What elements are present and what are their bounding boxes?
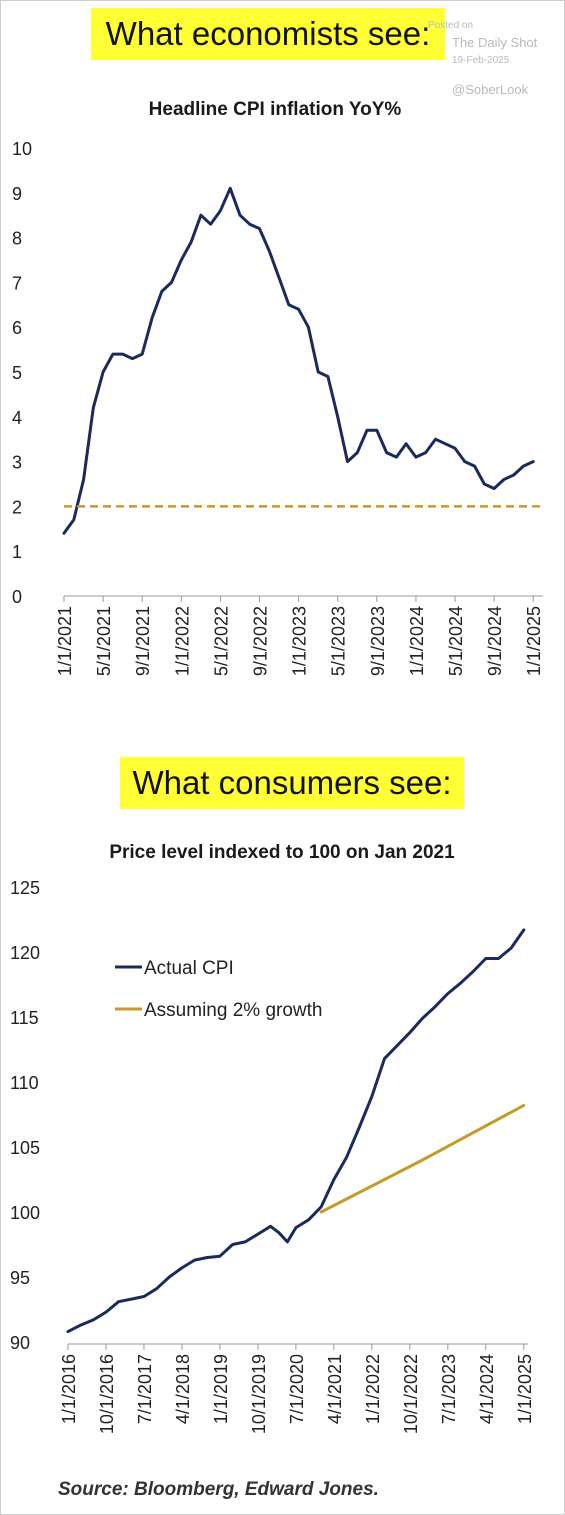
y-tick-label: 2 — [12, 497, 22, 517]
x-tick-label: 1/1/2019 — [211, 1354, 231, 1424]
y-tick-label: 10 — [12, 139, 32, 159]
x-tick-label: 1/1/2016 — [59, 1354, 79, 1424]
x-tick-label: 10/1/2022 — [401, 1354, 421, 1434]
y-tick-label: 5 — [12, 363, 22, 383]
y-tick-label: 120 — [10, 943, 40, 963]
consumers-banner: What consumers see: — [120, 757, 464, 809]
x-tick-label: 1/1/2021 — [55, 606, 75, 676]
y-tick-label: 110 — [10, 1073, 39, 1093]
cpi-yoy-chart: Headline CPI inflation YoY% 0 1 2 3 4 5 6 7 8 9 10… — [12, 99, 544, 676]
x-tick-label: 7/1/2017 — [135, 1354, 155, 1424]
x-tick-label: 9/1/2022 — [251, 606, 271, 676]
x-tick-label: 7/1/2020 — [287, 1354, 307, 1424]
economists-banner: What economists see: — [91, 8, 445, 60]
x-tick-label: 9/1/2021 — [133, 606, 153, 676]
y-tick-label: 8 — [12, 229, 22, 249]
legend-label: Actual CPI — [144, 958, 234, 979]
x-tick-label: 1/1/2023 — [290, 606, 310, 676]
watermark-posted: Posted on — [428, 20, 474, 31]
x-tick-label: 5/1/2021 — [94, 606, 114, 676]
y-tick-label: 4 — [12, 408, 22, 428]
y-tick-label: 90 — [10, 1333, 30, 1353]
x-tick-label: 1/1/2025 — [524, 606, 544, 676]
chart-title: Headline CPI inflation YoY% — [149, 99, 402, 120]
x-tick-label: 1/1/2025 — [515, 1354, 535, 1424]
legend-label: Assuming 2% growth — [144, 1000, 322, 1021]
x-tick-label: 1/1/2022 — [172, 606, 192, 676]
chart-title: Price level indexed to 100 on Jan 2021 — [109, 842, 455, 863]
x-tick-label: 5/1/2024 — [446, 606, 466, 676]
x-tick-label: 4/1/2024 — [477, 1354, 497, 1424]
x-tick-label: 1/1/2022 — [363, 1354, 383, 1424]
x-tick-label: 9/1/2024 — [485, 606, 505, 676]
y-tick-label: 105 — [10, 1138, 40, 1158]
watermark-handle: @SoberLook — [452, 82, 529, 97]
y-tick-label: 6 — [12, 318, 22, 338]
y-tick-label: 0 — [12, 587, 22, 607]
y-tick-label: 7 — [12, 273, 22, 293]
x-tick-label: 9/1/2023 — [368, 606, 388, 676]
watermark-date: 19-Feb-2025 — [452, 55, 510, 66]
y-tick-label: 1 — [12, 542, 22, 562]
series-line-assuming-2-growth — [319, 1103, 526, 1214]
x-tick-label: 5/1/2022 — [211, 606, 231, 676]
watermark-source: The Daily Shot — [452, 35, 538, 50]
y-tick-label: 115 — [10, 1008, 39, 1028]
x-tick-label: 10/1/2016 — [97, 1354, 117, 1434]
y-tick-label: 100 — [10, 1203, 40, 1223]
y-tick-label: 9 — [12, 184, 22, 204]
series-line-actual-cpi — [66, 928, 526, 1334]
y-tick-label: 95 — [10, 1268, 30, 1288]
series-line-yoy-cpi — [62, 186, 535, 535]
x-tick-label: 5/1/2023 — [329, 606, 349, 676]
x-tick-label: 4/1/2021 — [325, 1354, 345, 1424]
x-tick-label: 1/1/2024 — [407, 606, 427, 676]
x-tick-label: 10/1/2019 — [249, 1354, 269, 1434]
source-note: Source: Bloomberg, Edward Jones. — [58, 1479, 379, 1500]
x-tick-label: 7/1/2023 — [439, 1354, 459, 1424]
price-level-chart: Price level indexed to 100 on Jan 2021 9… — [10, 842, 535, 1434]
x-tick-label: 4/1/2018 — [173, 1354, 193, 1424]
y-tick-label: 125 — [10, 878, 40, 898]
y-tick-label: 3 — [12, 453, 22, 473]
